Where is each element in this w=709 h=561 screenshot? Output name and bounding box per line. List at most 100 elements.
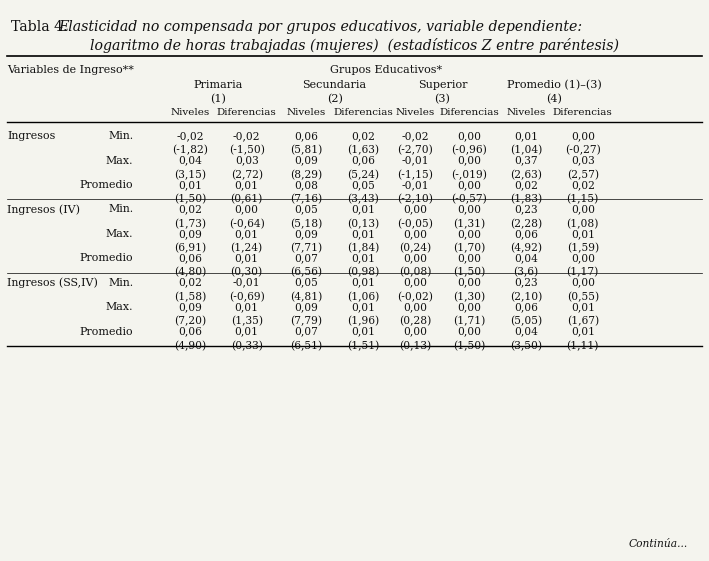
Text: -0,01: -0,01 (402, 156, 429, 165)
Text: 0,00: 0,00 (457, 327, 481, 337)
Text: 0,04: 0,04 (178, 156, 202, 165)
Text: (3,15): (3,15) (174, 169, 206, 180)
Text: (4,92): (4,92) (510, 243, 542, 253)
Text: (8,29): (8,29) (290, 169, 323, 180)
Text: Continúa...: Continúa... (628, 539, 688, 549)
Text: 0,01: 0,01 (235, 327, 259, 337)
Text: (7,16): (7,16) (290, 194, 323, 204)
Text: (0,55): (0,55) (566, 292, 599, 302)
Text: 0,04: 0,04 (514, 253, 538, 263)
Text: Elasticidad no compensada por grupos educativos, variable dependiente:: Elasticidad no compensada por grupos edu… (58, 20, 582, 34)
Text: 0,01: 0,01 (514, 131, 538, 141)
Text: 0,03: 0,03 (235, 156, 259, 165)
Text: 0,01: 0,01 (571, 229, 595, 239)
Text: (1,30): (1,30) (453, 292, 486, 302)
Text: Min.: Min. (108, 278, 133, 288)
Text: (5,18): (5,18) (290, 219, 323, 229)
Text: Niveles: Niveles (286, 108, 326, 117)
Text: (4): (4) (547, 94, 562, 104)
Text: 0,00: 0,00 (457, 229, 481, 239)
Text: 0,01: 0,01 (235, 302, 259, 312)
Text: (7,71): (7,71) (290, 243, 323, 253)
Text: 0,04: 0,04 (514, 327, 538, 337)
Text: 0,02: 0,02 (351, 131, 375, 141)
Text: (5,24): (5,24) (347, 169, 379, 180)
Text: 0,05: 0,05 (294, 204, 318, 214)
Text: Grupos Educativos*: Grupos Educativos* (330, 65, 442, 75)
Text: (4,81): (4,81) (290, 292, 323, 302)
Text: (4,80): (4,80) (174, 267, 206, 278)
Text: 0,23: 0,23 (514, 278, 538, 288)
Text: (-2,70): (-2,70) (398, 145, 433, 155)
Text: (7,79): (7,79) (290, 316, 323, 327)
Text: (-0,64): (-0,64) (229, 219, 264, 229)
Text: (-1,82): (-1,82) (172, 145, 208, 155)
Text: 0,09: 0,09 (178, 302, 202, 312)
Text: 0,05: 0,05 (294, 278, 318, 288)
Text: (-1,15): (-1,15) (398, 169, 433, 180)
Text: (-0,57): (-0,57) (452, 194, 487, 204)
Text: 0,37: 0,37 (514, 156, 538, 165)
Text: 0,06: 0,06 (514, 229, 538, 239)
Text: (3,43): (3,43) (347, 194, 379, 204)
Text: Diferencias: Diferencias (440, 108, 499, 117)
Text: 0,00: 0,00 (403, 229, 428, 239)
Text: (6,51): (6,51) (290, 341, 323, 351)
Text: 0,23: 0,23 (514, 204, 538, 214)
Text: 0,01: 0,01 (351, 302, 375, 312)
Text: (1,50): (1,50) (453, 341, 486, 351)
Text: -0,02: -0,02 (177, 131, 203, 141)
Text: (1,50): (1,50) (453, 267, 486, 278)
Text: (1,15): (1,15) (566, 194, 599, 204)
Text: 0,00: 0,00 (457, 253, 481, 263)
Text: 0,00: 0,00 (571, 278, 595, 288)
Text: 0,06: 0,06 (514, 302, 538, 312)
Text: (2,28): (2,28) (510, 219, 542, 229)
Text: 0,02: 0,02 (178, 204, 202, 214)
Text: (1): (1) (211, 94, 226, 104)
Text: 0,01: 0,01 (235, 229, 259, 239)
Text: 0,00: 0,00 (403, 278, 428, 288)
Text: Diferencias: Diferencias (553, 108, 613, 117)
Text: (1,04): (1,04) (510, 145, 542, 155)
Text: 0,09: 0,09 (294, 229, 318, 239)
Text: 0,00: 0,00 (235, 204, 259, 214)
Text: (1,51): (1,51) (347, 341, 379, 351)
Text: (1,84): (1,84) (347, 243, 379, 253)
Text: 0,00: 0,00 (403, 327, 428, 337)
Text: (2,57): (2,57) (566, 169, 599, 180)
Text: (1,96): (1,96) (347, 316, 379, 327)
Text: 0,01: 0,01 (351, 253, 375, 263)
Text: 0,00: 0,00 (457, 131, 481, 141)
Text: 0,06: 0,06 (294, 131, 318, 141)
Text: 0,01: 0,01 (351, 327, 375, 337)
Text: 0,02: 0,02 (571, 180, 595, 190)
Text: (0,98): (0,98) (347, 267, 379, 278)
Text: (6,56): (6,56) (290, 267, 323, 278)
Text: Primaria: Primaria (194, 80, 243, 90)
Text: 0,06: 0,06 (351, 156, 375, 165)
Text: Promedio (1)–(3): Promedio (1)–(3) (507, 80, 602, 90)
Text: (1,83): (1,83) (510, 194, 542, 204)
Text: Min.: Min. (108, 204, 133, 214)
Text: 0,05: 0,05 (351, 180, 375, 190)
Text: 0,09: 0,09 (294, 302, 318, 312)
Text: (4,90): (4,90) (174, 341, 206, 351)
Text: 0,00: 0,00 (457, 302, 481, 312)
Text: 0,00: 0,00 (457, 278, 481, 288)
Text: 0,01: 0,01 (351, 229, 375, 239)
Text: 0,07: 0,07 (294, 253, 318, 263)
Text: (-0,96): (-0,96) (452, 145, 487, 155)
Text: (-2,10): (-2,10) (398, 194, 433, 204)
Text: (0,13): (0,13) (399, 341, 432, 351)
Text: (1,50): (1,50) (174, 194, 206, 204)
Text: (-0,05): (-0,05) (398, 219, 433, 229)
Text: 0,00: 0,00 (457, 180, 481, 190)
Text: (-0,27): (-0,27) (565, 145, 601, 155)
Text: (6,91): (6,91) (174, 243, 206, 253)
Text: 0,00: 0,00 (403, 302, 428, 312)
Text: (5,05): (5,05) (510, 316, 542, 327)
Text: Promedio: Promedio (79, 180, 133, 190)
Text: (-,019): (-,019) (452, 169, 487, 180)
Text: Ingresos (IV): Ingresos (IV) (7, 204, 80, 215)
